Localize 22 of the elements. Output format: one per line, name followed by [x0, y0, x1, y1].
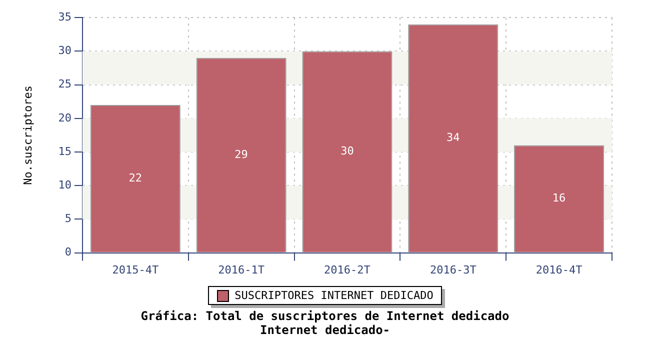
data-label: 22 — [128, 171, 142, 184]
x-tick-label: 2016-3T — [430, 263, 477, 276]
y-tick-label: 5 — [64, 212, 72, 226]
text: SUSCRIPTORES INTERNET DEDICADO — [234, 289, 434, 302]
y-tick-label: 35 — [58, 10, 72, 24]
data-label: 34 — [446, 131, 460, 144]
data-label: 30 — [340, 144, 354, 158]
data-label: 16 — [552, 192, 566, 205]
x-tick-label: 2016-4T — [536, 263, 583, 276]
y-tick-label: 20 — [58, 111, 72, 124]
x-tick-label: 2016-1T — [218, 263, 265, 276]
data-label: 29 — [234, 148, 248, 161]
y-tick-label: 0 — [64, 246, 72, 259]
y-tick-label: 25 — [58, 78, 72, 91]
y-axis-title: No.suscriptores — [21, 86, 34, 185]
x-tick-label: 2016-2T — [324, 263, 371, 276]
y-tick-label: 30 — [58, 44, 72, 58]
text: Internet dedicado- — [258, 323, 392, 337]
x-tick-label: 2015-4T — [112, 263, 159, 276]
y-tick-label: 15 — [58, 144, 72, 158]
text: Gráfica: Total de suscriptores de Internet dedicado — [140, 309, 510, 323]
y-tick-label: 10 — [58, 178, 72, 192]
